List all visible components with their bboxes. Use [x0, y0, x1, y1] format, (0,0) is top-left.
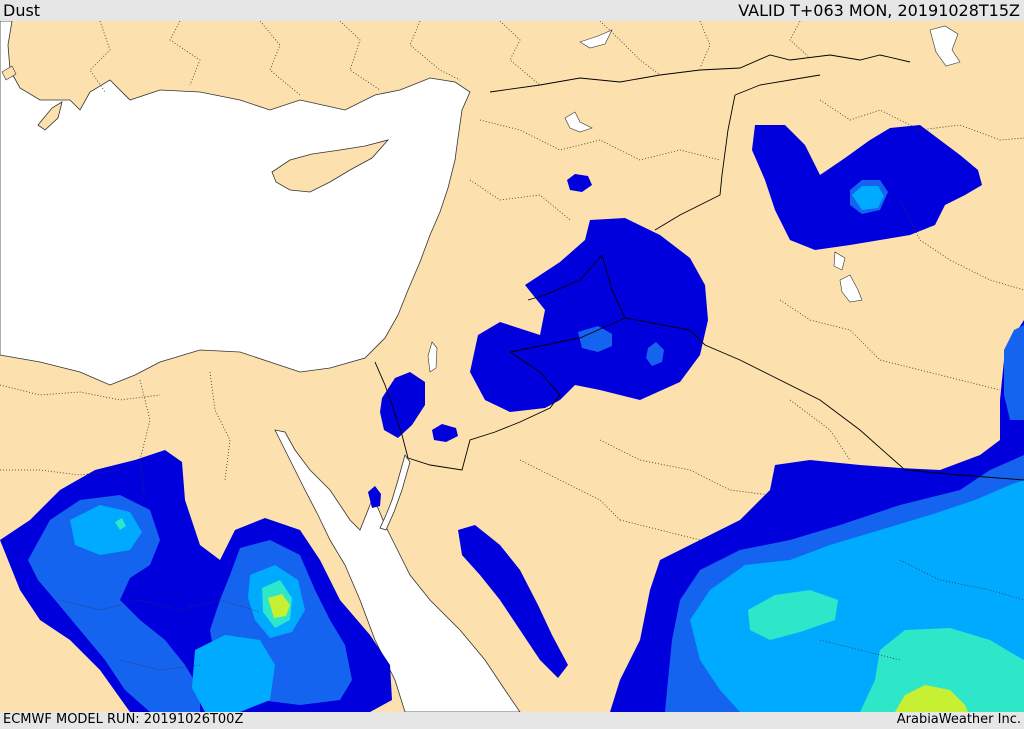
- internal-boundaries: [0, 21, 1024, 671]
- cyprus-island: [271, 139, 390, 193]
- mediterranean-sea: [0, 21, 471, 386]
- gulf-of-suez: [274, 429, 521, 712]
- aegean-islet: [1, 65, 17, 81]
- dust-level-5-areas: [268, 594, 968, 712]
- iraq-lake: [839, 274, 863, 303]
- dust-area-l2-east: [1004, 325, 1024, 420]
- dust-area-small-3: [368, 486, 381, 508]
- dust-area-l3-egypt-south: [192, 635, 275, 712]
- lake-assad: [564, 111, 593, 133]
- rhodes-island: [37, 101, 63, 131]
- valid-time-label: VALID T+063 MON, 20191028T15Z: [738, 1, 1020, 20]
- dust-area-l2-egypt-west: [28, 495, 200, 712]
- model-run-label: ECMWF MODEL RUN: 20191026T00Z: [3, 712, 244, 727]
- lake-tharthar: [833, 251, 846, 271]
- dust-area-levant: [470, 218, 708, 412]
- header-bar: Dust VALID T+063 MON, 20191028T15Z: [0, 0, 1024, 21]
- map-title: Dust: [3, 1, 41, 20]
- dust-area-saudi-west: [458, 525, 568, 678]
- dust-forecast-map: [0, 21, 1024, 712]
- dust-area-l5-arabia: [895, 685, 968, 712]
- gulf-of-aqaba: [379, 454, 411, 531]
- caspian-coast: [929, 25, 961, 67]
- footer-bar: ECMWF MODEL RUN: 20191026T00Z ArabiaWeat…: [0, 712, 1024, 729]
- caucasus-lake: [579, 29, 613, 49]
- dust-area-small-1: [432, 424, 458, 442]
- dust-area-l3-iraq: [852, 186, 884, 210]
- dust-area-l4-arabia-west: [748, 590, 838, 640]
- dust-area-small-2: [567, 174, 592, 192]
- dust-area-l4-arabia-east: [860, 628, 1024, 712]
- dust-area-l4-dot: [115, 518, 126, 530]
- dead-sea: [427, 341, 438, 373]
- dust-area-l5-egypt: [268, 594, 290, 618]
- dust-area-l2-levant: [578, 326, 612, 352]
- dust-area-l2-jordan: [646, 342, 664, 366]
- credit-label: ArabiaWeather Inc.: [896, 712, 1021, 727]
- dust-area-l3-egypt-west: [70, 505, 142, 555]
- country-borders: [374, 54, 1024, 481]
- dust-area-israel: [380, 372, 425, 438]
